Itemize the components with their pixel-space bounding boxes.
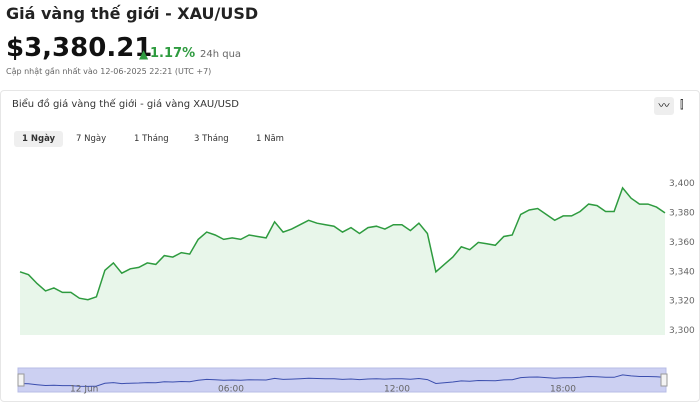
navigator-label: 18:00 (550, 385, 576, 395)
y-tick-label: 3,400 (669, 179, 695, 189)
updated: Cập nhật gần nhất vào 12-06-2025 22:21 (… (6, 67, 212, 76)
period: 24h qua (200, 49, 242, 60)
navigator-label: 12 Jun (70, 385, 98, 395)
navigator-handle (660, 373, 668, 387)
y-tick-label: 3,380 (669, 208, 695, 218)
navigator (17, 367, 667, 393)
tab[interactable]: 1 Năm (256, 134, 284, 144)
tab[interactable]: 1 Ngày (14, 131, 64, 147)
page-title: Giá vàng thế giới - XAU/USD (6, 4, 259, 23)
y-tick-label: 3,300 (669, 326, 695, 336)
card-title: Biểu đồ giá vàng thế giới - giá vàng XAU… (12, 99, 239, 110)
price-line (19, 186, 666, 301)
y-tick-label: 3,340 (669, 267, 695, 277)
change: 1.17% (150, 46, 196, 61)
navigator-label: 12:00 (384, 385, 410, 395)
line-icon[interactable]: 〰 (654, 97, 674, 115)
navigator-handle (17, 373, 25, 387)
navigator-label: 06:00 (218, 385, 244, 395)
area-fill (20, 187, 665, 335)
navigator-line (19, 374, 666, 387)
candle-icon[interactable]: ⫿ (680, 98, 684, 111)
tab[interactable]: 3 Tháng (194, 134, 229, 144)
y-tick-label: 3,360 (669, 238, 695, 248)
price: $3,380.21 (6, 33, 153, 63)
y-tick-label: 3,320 (669, 297, 695, 307)
tab[interactable]: 7 Ngày (76, 134, 107, 144)
tab[interactable]: 1 Tháng (134, 134, 169, 144)
change-arrow: ▲ (139, 47, 149, 61)
